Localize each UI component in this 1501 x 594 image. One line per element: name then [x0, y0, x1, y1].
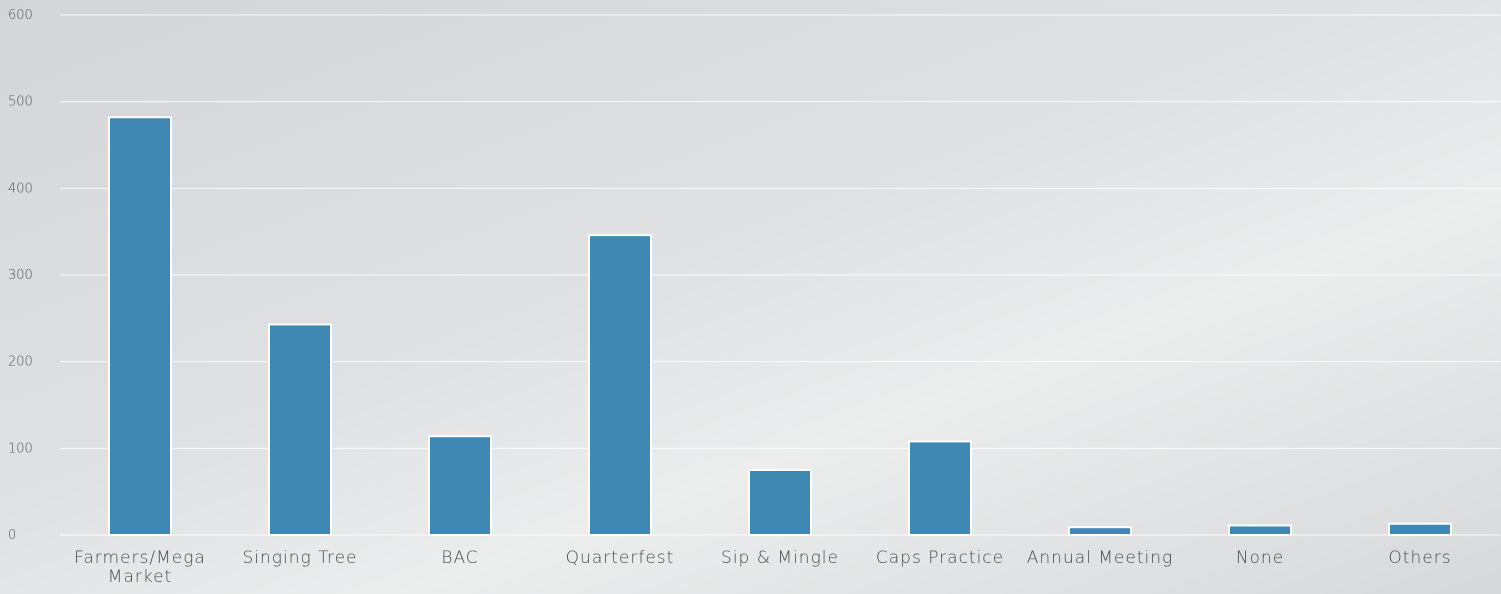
y-tick-label: 600: [8, 8, 33, 23]
x-tick-label: Quarterfest: [565, 548, 675, 568]
y-tick-label: 300: [8, 268, 33, 283]
x-tick-label: Sip & Mingle: [721, 548, 839, 568]
y-tick-label: 100: [8, 441, 33, 456]
y-tick-label: 200: [8, 355, 33, 370]
bar: [428, 435, 492, 537]
bar: [1068, 526, 1132, 537]
bar: [908, 440, 972, 536]
y-tick-label: 400: [8, 181, 33, 196]
bar: [268, 323, 332, 536]
bar: [1228, 524, 1292, 537]
x-tick-label: None: [1235, 548, 1285, 568]
x-tick-label: Annual Meeting: [1026, 548, 1174, 568]
x-tick-label: Farmers/Mega Market: [74, 548, 206, 587]
x-tick-label: BAC: [441, 548, 479, 568]
bar: [588, 234, 652, 536]
x-tick-label: Singing Tree: [242, 548, 358, 568]
bar: [1388, 522, 1452, 537]
x-tick-label: Others: [1388, 548, 1452, 568]
x-tick-label: Caps Practice: [875, 548, 1005, 568]
y-tick-label: 500: [8, 95, 33, 110]
bar: [748, 469, 812, 536]
bar: [108, 116, 172, 537]
y-tick-label: 0: [8, 528, 16, 543]
